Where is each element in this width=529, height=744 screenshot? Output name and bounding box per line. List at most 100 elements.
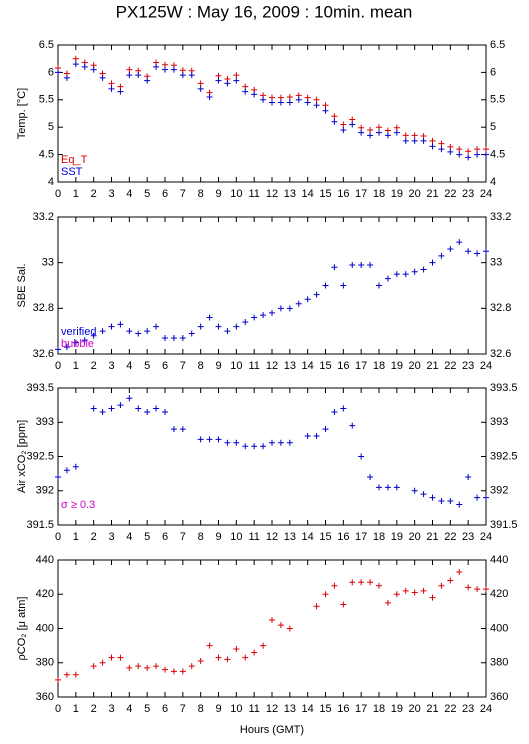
legend-entry: bubble xyxy=(61,338,94,350)
y-tick-label: 392.5 xyxy=(490,450,518,462)
data-point xyxy=(384,599,391,606)
data-point xyxy=(420,266,427,273)
data-point xyxy=(286,625,293,632)
x-tick-label: 0 xyxy=(55,531,61,543)
x-tick-label: 7 xyxy=(180,360,186,372)
x-tick-label: 21 xyxy=(426,188,438,200)
data-point xyxy=(108,80,115,87)
data-point xyxy=(402,137,409,144)
y-tick-label: 420 xyxy=(490,588,508,600)
x-tick-label: 20 xyxy=(409,188,421,200)
y-tick-label: 380 xyxy=(36,657,54,669)
y-tick-label: 360 xyxy=(36,691,54,703)
x-tick-label: 24 xyxy=(480,188,492,200)
data-point xyxy=(63,74,70,81)
y-tick-label: 440 xyxy=(490,554,508,566)
data-point xyxy=(393,591,400,598)
x-tick-label: 6 xyxy=(162,360,168,372)
data-point xyxy=(447,245,454,252)
x-tick-label: 13 xyxy=(284,188,296,200)
data-point xyxy=(340,121,347,128)
data-point xyxy=(188,330,195,337)
data-point xyxy=(81,337,88,344)
data-point xyxy=(447,498,454,505)
data-point xyxy=(483,151,489,158)
y-tick-label: 6.5 xyxy=(39,39,54,51)
x-tick-label: 17 xyxy=(355,360,367,372)
x-tick-label: 23 xyxy=(462,703,474,715)
data-point xyxy=(286,99,293,106)
data-point xyxy=(224,328,231,335)
plot-frame xyxy=(57,387,487,526)
data-point xyxy=(367,261,374,268)
x-tick-label: 18 xyxy=(373,360,385,372)
x-tick-label: 11 xyxy=(248,360,259,372)
data-point xyxy=(242,319,249,326)
data-point xyxy=(55,69,61,76)
x-tick-label: 17 xyxy=(355,188,367,200)
x-tick-label: 24 xyxy=(480,703,492,715)
data-point xyxy=(144,328,151,335)
y-tick-label: 32.8 xyxy=(490,302,511,314)
data-point xyxy=(313,102,320,109)
data-point xyxy=(242,443,249,450)
x-tick-label: 8 xyxy=(198,703,204,715)
annotation: σ ≥ 0.3 xyxy=(61,499,95,511)
y-tick-label: 5.5 xyxy=(490,94,505,106)
x-tick-label: 14 xyxy=(302,531,314,543)
y-axis-label: Temp. [°C] xyxy=(16,88,28,139)
x-tick-label: 6 xyxy=(162,531,168,543)
x-tick-label: 17 xyxy=(355,703,367,715)
data-point xyxy=(90,66,97,73)
data-point xyxy=(170,426,177,433)
data-point xyxy=(90,332,97,339)
data-point xyxy=(188,663,195,670)
x-tick-label: 7 xyxy=(180,188,186,200)
data-point xyxy=(99,328,106,335)
x-axis-label: Hours (GMT) xyxy=(240,724,304,736)
data-point xyxy=(393,271,400,278)
data-point xyxy=(260,443,267,450)
x-tick-label: 22 xyxy=(444,703,456,715)
x-tick-label: 9 xyxy=(215,360,221,372)
x-tick-label: 15 xyxy=(319,703,331,715)
x-tick-label: 15 xyxy=(319,531,331,543)
data-point xyxy=(269,439,275,446)
data-point xyxy=(483,248,489,255)
data-point xyxy=(304,99,311,106)
data-point xyxy=(242,88,249,95)
data-point xyxy=(349,261,356,268)
data-point xyxy=(126,664,133,671)
data-point xyxy=(206,642,213,649)
data-point xyxy=(331,118,338,125)
x-tick-label: 3 xyxy=(108,703,114,715)
data-point xyxy=(322,107,329,114)
data-point xyxy=(206,94,213,101)
data-point xyxy=(447,148,454,155)
x-tick-label: 10 xyxy=(230,360,242,372)
x-tick-label: 23 xyxy=(462,360,474,372)
data-point xyxy=(376,484,382,491)
data-point xyxy=(474,494,481,501)
data-point xyxy=(313,603,320,610)
data-point xyxy=(233,646,240,653)
data-point xyxy=(162,66,168,73)
y-tick-label: 32.6 xyxy=(490,348,511,360)
data-point xyxy=(358,261,365,268)
data-point xyxy=(465,584,472,591)
x-tick-label: 14 xyxy=(302,360,314,372)
data-point xyxy=(108,405,115,412)
data-point xyxy=(260,96,267,103)
data-point xyxy=(340,282,347,289)
x-tick-label: 16 xyxy=(337,360,349,372)
data-point xyxy=(313,432,320,439)
y-tick-label: 440 xyxy=(36,554,54,566)
data-point xyxy=(99,659,106,666)
data-point xyxy=(456,151,463,158)
data-point xyxy=(376,124,382,131)
data-point xyxy=(331,264,338,271)
data-point xyxy=(55,676,61,683)
data-point xyxy=(63,467,70,474)
data-point xyxy=(277,439,284,446)
data-point xyxy=(438,252,445,259)
